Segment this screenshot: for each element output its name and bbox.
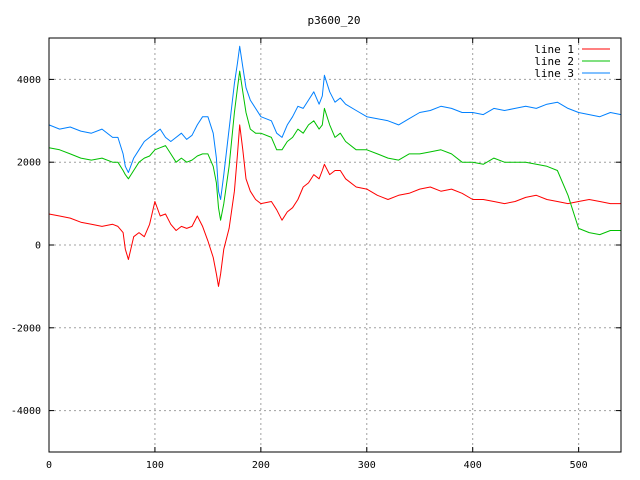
series-line-2 [48,70,621,236]
series-line-1 [48,124,621,287]
y-tick-label: -4000 [11,406,41,417]
y-tick-label: 4000 [17,75,41,86]
y-tick-label: 2000 [17,158,41,169]
series-line-3 [48,45,622,200]
legend-label-1: line 1 [534,43,574,56]
chart-title: p3600_20 [308,14,361,27]
legend-label-2: line 2 [534,55,574,68]
x-tick-label: 300 [358,460,376,471]
x-tick-label: 200 [252,460,270,471]
plot-frame [48,37,622,453]
y-tick-label: 0 [35,241,41,252]
x-tick-label: 0 [46,460,52,471]
legend-label-3: line 3 [534,67,574,80]
x-tick-label: 500 [570,460,588,471]
y-tick-label: -2000 [11,323,41,334]
x-tick-label: 100 [146,460,164,471]
x-tick-label: 400 [464,460,482,471]
